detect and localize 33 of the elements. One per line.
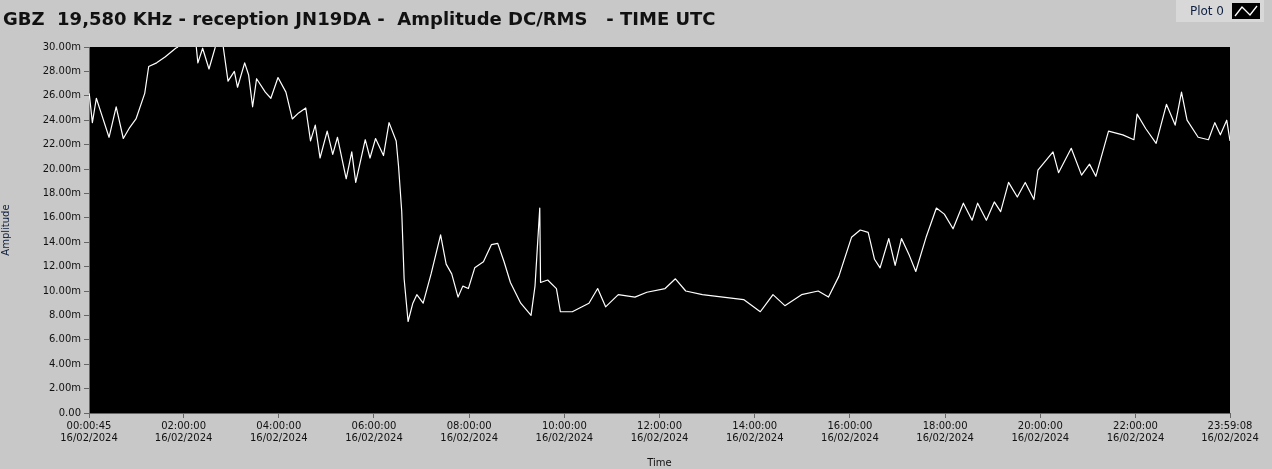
x-tick-label: 18:00:00 16/02/2024 <box>916 419 974 443</box>
x-axis-title: Time <box>646 456 672 468</box>
y-tick-label: 26.00m <box>42 89 81 101</box>
y-tick-label: 2.00m <box>48 382 81 394</box>
y-tick-label: 22.00m <box>42 138 81 150</box>
y-tick-label: 10.00m <box>42 284 81 296</box>
y-tick-label: 18.00m <box>42 186 81 198</box>
y-tick-label: 12.00m <box>42 260 81 272</box>
y-tick-label: 24.00m <box>42 113 81 125</box>
y-tick-label: 30.00m <box>42 40 81 52</box>
x-tick-label: 06:00:00 16/02/2024 <box>345 419 403 443</box>
y-tick-label: 8.00m <box>48 308 81 320</box>
x-tick-label: 04:00:00 16/02/2024 <box>249 419 308 443</box>
y-tick-label: 16.00m <box>42 211 81 223</box>
legend-label: Plot 0 <box>1189 4 1224 18</box>
y-tick-label: 6.00m <box>48 333 81 345</box>
y-tick-label: 4.00m <box>48 357 81 369</box>
x-tick-label: 14:00:00 16/02/2024 <box>725 419 784 443</box>
x-tick-label: 23:59:08 16/02/2024 <box>1201 419 1259 443</box>
x-tick-label: 16:00:00 16/02/2024 <box>821 419 879 443</box>
x-tick-label: 20:00:00 16/02/2024 <box>1011 419 1070 443</box>
y-tick-label: 28.00m <box>42 64 81 76</box>
x-tick-label: 12:00:00 16/02/2024 <box>630 419 689 443</box>
x-tick-label: 02:00:00 16/02/2024 <box>154 419 213 443</box>
y-tick-label: 20.00m <box>42 162 81 174</box>
x-tick-label: 08:00:00 16/02/2024 <box>440 419 498 443</box>
chart-title: GBZ 19,580 KHz - reception JN19DA - Amplitude DC/RMS - TIME UTC <box>3 8 716 29</box>
x-tick-label: 10:00:00 16/02/2024 <box>535 419 594 443</box>
x-tick-label: 00:00:45 16/02/2024 <box>60 419 118 443</box>
x-tick-label: 22:00:00 16/02/2024 <box>1106 419 1165 443</box>
y-axis-title: Amplitude <box>0 204 11 256</box>
y-tick-label: 14.00m <box>42 235 81 247</box>
y-tick-label: 0.00 <box>58 406 81 418</box>
